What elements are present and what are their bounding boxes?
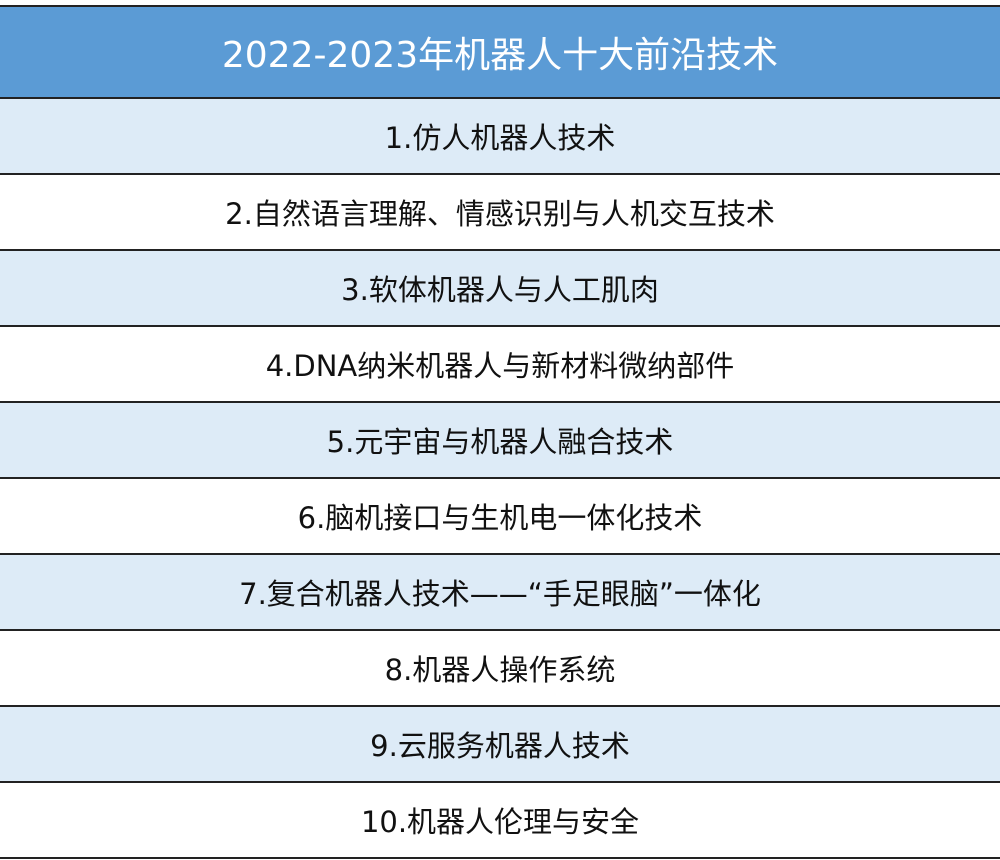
table-row: 5.元宇宙与机器人融合技术: [0, 403, 1000, 479]
table-row: 9.云服务机器人技术: [0, 707, 1000, 783]
table-row: 2.自然语言理解、情感识别与人机交互技术: [0, 175, 1000, 251]
tech-table: 2022-2023年机器人十大前沿技术 1.仿人机器人技术 2.自然语言理解、情感…: [0, 5, 1000, 859]
table-title: 2022-2023年机器人十大前沿技术: [0, 5, 1000, 99]
table-row: 3.软体机器人与人工肌肉: [0, 251, 1000, 327]
table-row: 8.机器人操作系统: [0, 631, 1000, 707]
table-row: 7.复合机器人技术——“手足眼脑”一体化: [0, 555, 1000, 631]
table-row: 1.仿人机器人技术: [0, 99, 1000, 175]
table-row: 4.DNA纳米机器人与新材料微纳部件: [0, 327, 1000, 403]
table-row: 6.脑机接口与生机电一体化技术: [0, 479, 1000, 555]
table-row: 10.机器人伦理与安全: [0, 783, 1000, 859]
